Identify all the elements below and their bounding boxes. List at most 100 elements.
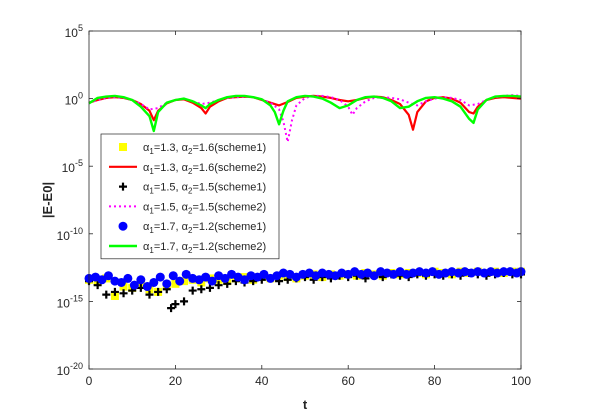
y-tick-exponent: -20	[70, 361, 83, 371]
data-point	[116, 277, 126, 287]
legend-scheme: (scheme2)	[214, 241, 266, 253]
data-point	[175, 276, 185, 286]
data-point	[167, 304, 176, 313]
y-tick-base: 10	[57, 364, 71, 378]
y-tick-base: 10	[65, 94, 79, 108]
data-point	[142, 282, 152, 292]
data-point	[168, 271, 178, 281]
legend-alpha2: 1.6	[199, 162, 214, 174]
data-point	[129, 280, 139, 290]
x-tick-label: 0	[86, 374, 93, 388]
data-point	[205, 283, 214, 292]
y-tick-base: 10	[57, 296, 71, 310]
legend-alpha2: 1.2	[199, 241, 214, 253]
y-tick-exponent: -5	[75, 158, 83, 168]
legend-swatch	[119, 182, 127, 191]
legend: α1=1.3, α2=1.6(scheme1) α1=1.3, α2=1.6(sc…	[100, 133, 280, 260]
legend-entry: α1=1.5, α2=1.5(scheme2)	[109, 201, 266, 215]
legend-entry: α1=1.3, α2=1.6(scheme2)	[109, 162, 266, 176]
data-point	[171, 279, 180, 288]
data-point	[102, 290, 111, 299]
y-tick-label: 10-10	[57, 226, 83, 243]
data-point	[214, 281, 223, 290]
data-point	[123, 273, 133, 283]
data-layer	[84, 94, 526, 313]
data-point	[499, 267, 509, 277]
legend-box	[100, 133, 280, 260]
legend-scheme: (scheme1)	[214, 182, 266, 194]
data-point	[180, 297, 189, 306]
legend-swatch	[119, 143, 127, 151]
legend-scheme: (scheme1)	[214, 142, 266, 154]
series-line	[88, 94, 522, 133]
x-tick-label: 40	[255, 374, 269, 388]
legend-label: α1=1.5, α2=1.5(scheme2)	[143, 201, 266, 215]
legend-label: α1=1.7, α2=1.2(scheme2)	[143, 241, 266, 255]
data-point	[119, 282, 128, 291]
data-point	[181, 269, 191, 279]
y-tick-exponent: -15	[70, 293, 83, 303]
x-tick-label: 60	[342, 374, 356, 388]
data-point	[97, 275, 107, 285]
x-tick-label: 20	[169, 374, 183, 388]
data-point	[197, 285, 206, 294]
data-point	[259, 269, 269, 279]
data-point	[93, 277, 102, 286]
data-point	[119, 289, 128, 298]
legend-alpha1: 1.3	[160, 142, 175, 154]
data-point	[136, 275, 146, 285]
data-point	[110, 287, 119, 296]
data-point	[154, 287, 163, 296]
y-tick-label: 10-20	[57, 361, 83, 378]
data-point	[103, 271, 113, 281]
data-point	[149, 277, 159, 287]
plot-frame	[88, 30, 522, 370]
y-tick-label: 10-15	[57, 293, 83, 310]
y-tick-label: 10-5	[62, 158, 83, 175]
y-tick-exponent: 5	[78, 23, 83, 33]
legend-entry: α1=1.3, α2=1.6(scheme1)	[119, 142, 266, 156]
legend-alpha2: 1.5	[199, 201, 214, 213]
data-point	[171, 300, 180, 309]
legend-swatch	[118, 221, 128, 231]
data-point	[110, 291, 119, 300]
legend-alpha1: 1.3	[160, 162, 175, 174]
x-tick-label: 100	[511, 374, 531, 388]
legend-label: α1=1.3, α2=1.6(scheme2)	[143, 162, 266, 176]
legend-scheme: (scheme2)	[214, 162, 266, 174]
data-point	[220, 273, 230, 283]
legend-entry: α1=1.5, α2=1.5(scheme1)	[119, 182, 266, 196]
y-tick-label: 100	[65, 91, 83, 108]
y-tick-exponent: 0	[78, 91, 83, 101]
data-point	[240, 275, 250, 285]
data-point	[188, 286, 197, 295]
data-point	[201, 272, 211, 282]
legend-label: α1=1.5, α2=1.5(scheme1)	[143, 182, 266, 196]
legend-alpha1: 1.5	[160, 201, 175, 213]
x-axis-label: t	[303, 397, 308, 412]
data-point	[369, 271, 379, 281]
data-point	[207, 276, 217, 286]
legend-alpha1: 1.7	[160, 221, 175, 233]
legend-label: α1=1.7, α2=1.2(scheme1)	[143, 221, 266, 235]
legend-alpha2: 1.2	[199, 221, 214, 233]
legend-alpha2: 1.6	[199, 142, 214, 154]
legend-scheme: (scheme2)	[214, 201, 266, 213]
series-6	[88, 94, 522, 133]
y-tick-base: 10	[62, 161, 76, 175]
legend-entry: α1=1.7, α2=1.2(scheme1)	[118, 221, 266, 235]
data-point	[162, 279, 172, 289]
y-axis-label: |E-E0|	[40, 182, 55, 218]
y-tick-label: 105	[65, 23, 83, 40]
legend-entry: α1=1.7, α2=1.2(scheme2)	[109, 241, 266, 255]
y-tick-base: 10	[57, 229, 71, 243]
x-tick-label: 80	[428, 374, 442, 388]
legend-alpha2: 1.5	[199, 182, 214, 194]
data-point	[93, 281, 102, 290]
y-tick-exponent: -10	[70, 226, 83, 236]
data-point	[145, 290, 154, 299]
y-tick-base: 10	[65, 26, 79, 40]
series-5	[84, 267, 526, 292]
